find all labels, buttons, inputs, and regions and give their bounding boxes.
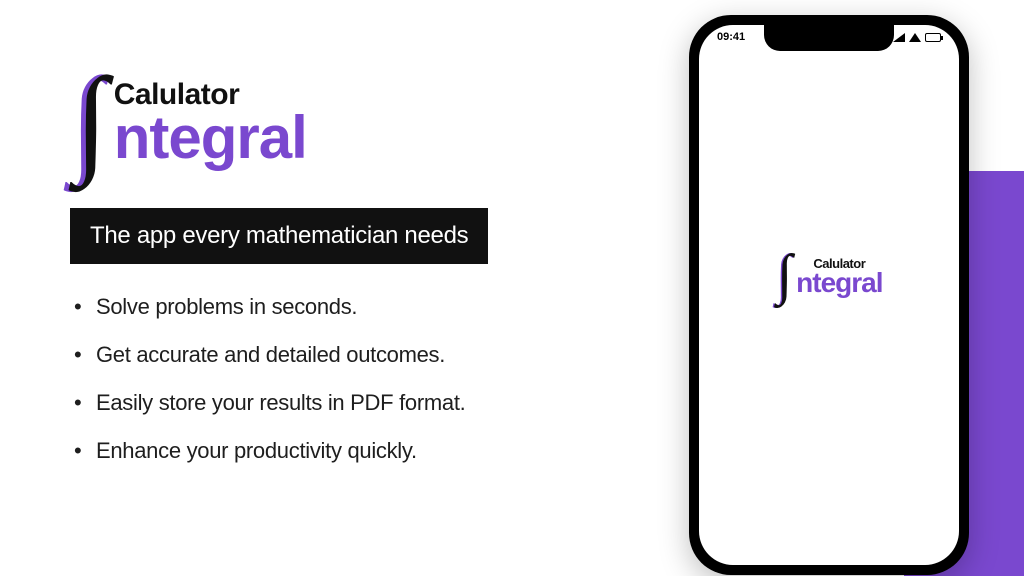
phone-status-bar: 09:41	[699, 31, 959, 43]
integral-icon: ∫	[75, 60, 80, 180]
feature-item: Get accurate and detailed outcomes.	[70, 342, 590, 368]
feature-item: Easily store your results in PDF format.	[70, 390, 590, 416]
phone-time: 09:41	[717, 31, 745, 43]
signal-icon	[893, 33, 905, 42]
tagline-banner: The app every mathematician needs	[70, 208, 488, 264]
feature-item: Solve problems in seconds.	[70, 294, 590, 320]
battery-icon	[925, 33, 941, 42]
feature-item: Enhance your productivity quickly.	[70, 438, 590, 464]
logo-text-big: ntegral	[114, 112, 307, 163]
phone-screen: 09:41 ∫ ∫ Calulator ntegral	[699, 25, 959, 565]
feature-list: Solve problems in seconds. Get accurate …	[70, 294, 590, 464]
wifi-icon	[909, 33, 921, 42]
phone-app-logo: ∫ ∫ Calulator ntegral	[775, 247, 882, 303]
marketing-left-panel: ∫ ∫ Calulator ntegral The app every math…	[70, 60, 590, 486]
phone-mockup-frame: 09:41 ∫ ∫ Calulator ntegral	[689, 15, 969, 575]
logo-text-big: ntegral	[796, 271, 882, 295]
integral-icon: ∫	[777, 247, 778, 303]
app-logo: ∫ ∫ Calulator ntegral	[70, 60, 590, 180]
